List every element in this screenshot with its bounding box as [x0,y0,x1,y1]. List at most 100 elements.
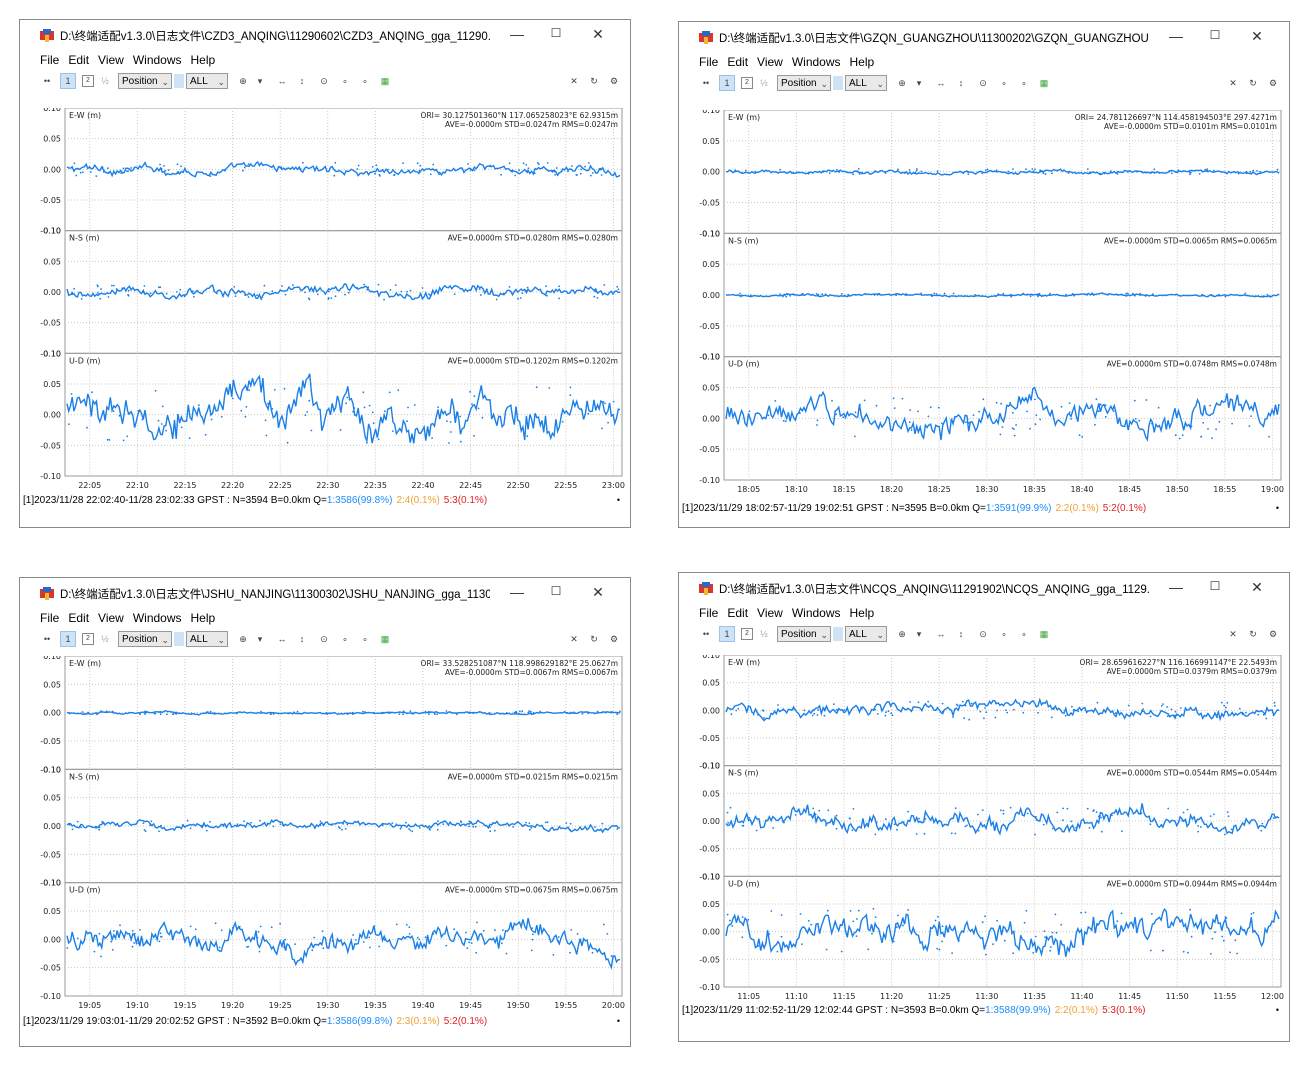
plot-1-2-button[interactable]: ½ [101,76,109,86]
maximize-button[interactable]: ☐ [1209,579,1221,593]
close-button[interactable]: ✕ [1251,28,1263,44]
maximize-button[interactable]: ☐ [1209,28,1221,42]
reload-icon[interactable]: ↻ [1249,78,1257,88]
plot-2-button[interactable]: 2 [741,628,753,640]
dropdown-arrow-icon[interactable]: ▾ [257,76,263,86]
quality-filter-select[interactable]: ALL ⌄ [186,73,228,89]
menu-item-file[interactable]: File [699,55,719,69]
menu-item-windows[interactable]: Windows [132,611,182,625]
plot-type-select[interactable]: Position ⌄ [777,626,831,642]
dropdown-arrow-icon[interactable]: ▾ [916,629,922,639]
menu-item-file[interactable]: File [40,53,60,67]
point-icon[interactable]: ∘ [362,634,368,644]
resize-grip-icon[interactable]: • [1275,1005,1279,1015]
plot-1-2-button[interactable]: ½ [101,634,109,644]
grid-icon[interactable]: ▦ [1039,629,1049,639]
settings-gear-icon[interactable]: ⚙ [1268,78,1278,88]
maximize-button[interactable]: ☐ [550,584,562,598]
fit-vertical-icon[interactable]: ↕ [299,634,305,644]
menu-item-help[interactable]: Help [849,55,875,69]
fit-horizontal-icon[interactable]: ↔ [277,76,287,86]
grid-icon[interactable]: ▦ [1039,78,1049,88]
fit-horizontal-icon[interactable]: ↔ [936,78,946,88]
fit-horizontal-icon[interactable]: ↔ [936,629,946,639]
crosshair-icon[interactable]: ⊕ [239,76,247,86]
plot-1-2-button[interactable]: ½ [760,78,768,88]
plot-1-button[interactable]: 1 [719,626,735,642]
menu-item-edit[interactable]: Edit [68,611,90,625]
menu-item-view[interactable]: View [757,606,783,620]
minimize-button[interactable]: — [510,26,524,42]
plot-1-button[interactable]: 1 [60,631,76,647]
center-origin-icon[interactable]: ⊙ [979,629,987,639]
menu-item-view[interactable]: View [98,53,124,67]
dropdown-arrow-icon[interactable]: ▾ [257,634,263,644]
plot-1-button[interactable]: 1 [60,73,76,89]
plot-2-button[interactable]: 2 [82,633,94,645]
minimize-button[interactable]: — [510,584,524,600]
point-icon[interactable]: ∘ [342,76,348,86]
crosshair-icon[interactable]: ⊕ [898,78,906,88]
fit-vertical-icon[interactable]: ↕ [958,78,964,88]
point-icon[interactable]: ∘ [1021,629,1027,639]
pause-icon[interactable]: •• [43,634,51,644]
quality-filter-select[interactable]: ALL ⌄ [845,75,887,91]
close-button[interactable]: ✕ [1251,579,1263,595]
clear-icon[interactable]: ✕ [570,76,578,86]
menu-item-edit[interactable]: Edit [68,53,90,67]
menu-item-file[interactable]: File [40,611,60,625]
center-origin-icon[interactable]: ⊙ [320,76,328,86]
plot-type-select[interactable]: Position ⌄ [118,631,172,647]
menu-item-view[interactable]: View [98,611,124,625]
menu-item-windows[interactable]: Windows [791,55,841,69]
clear-icon[interactable]: ✕ [1229,78,1237,88]
quality-filter-select[interactable]: ALL ⌄ [186,631,228,647]
resize-grip-icon[interactable]: • [616,1016,620,1026]
plot-1-2-button[interactable]: ½ [760,629,768,639]
menu-item-edit[interactable]: Edit [727,55,749,69]
maximize-button[interactable]: ☐ [550,26,562,40]
quality-filter-select[interactable]: ALL ⌄ [845,626,887,642]
menu-item-help[interactable]: Help [190,611,216,625]
close-button[interactable]: ✕ [592,26,604,42]
menu-item-help[interactable]: Help [190,53,216,67]
crosshair-icon[interactable]: ⊕ [898,629,906,639]
fit-vertical-icon[interactable]: ↕ [299,76,305,86]
minimize-button[interactable]: — [1169,28,1183,44]
reload-icon[interactable]: ↻ [1249,629,1257,639]
menu-item-edit[interactable]: Edit [727,606,749,620]
grid-icon[interactable]: ▦ [380,76,390,86]
point-icon[interactable]: ∘ [1001,629,1007,639]
resize-grip-icon[interactable]: • [616,495,620,505]
minimize-button[interactable]: — [1169,579,1183,595]
plot-type-select[interactable]: Position ⌄ [118,73,172,89]
grid-icon[interactable]: ▦ [380,634,390,644]
menu-item-view[interactable]: View [757,55,783,69]
menu-item-help[interactable]: Help [849,606,875,620]
plot-2-button[interactable]: 2 [82,75,94,87]
settings-gear-icon[interactable]: ⚙ [609,76,619,86]
clear-icon[interactable]: ✕ [570,634,578,644]
close-button[interactable]: ✕ [592,584,604,600]
menu-item-windows[interactable]: Windows [132,53,182,67]
point-icon[interactable]: ∘ [1001,78,1007,88]
clear-icon[interactable]: ✕ [1229,629,1237,639]
fit-horizontal-icon[interactable]: ↔ [277,634,287,644]
center-origin-icon[interactable]: ⊙ [320,634,328,644]
pause-icon[interactable]: •• [702,78,710,88]
point-icon[interactable]: ∘ [1021,78,1027,88]
menu-item-file[interactable]: File [699,606,719,620]
plot-1-button[interactable]: 1 [719,75,735,91]
reload-icon[interactable]: ↻ [590,634,598,644]
point-icon[interactable]: ∘ [362,76,368,86]
settings-gear-icon[interactable]: ⚙ [1268,629,1278,639]
plot-2-button[interactable]: 2 [741,77,753,89]
resize-grip-icon[interactable]: • [1275,503,1279,513]
plot-type-select[interactable]: Position ⌄ [777,75,831,91]
dropdown-arrow-icon[interactable]: ▾ [916,78,922,88]
center-origin-icon[interactable]: ⊙ [979,78,987,88]
settings-gear-icon[interactable]: ⚙ [609,634,619,644]
pause-icon[interactable]: •• [43,76,51,86]
reload-icon[interactable]: ↻ [590,76,598,86]
menu-item-windows[interactable]: Windows [791,606,841,620]
